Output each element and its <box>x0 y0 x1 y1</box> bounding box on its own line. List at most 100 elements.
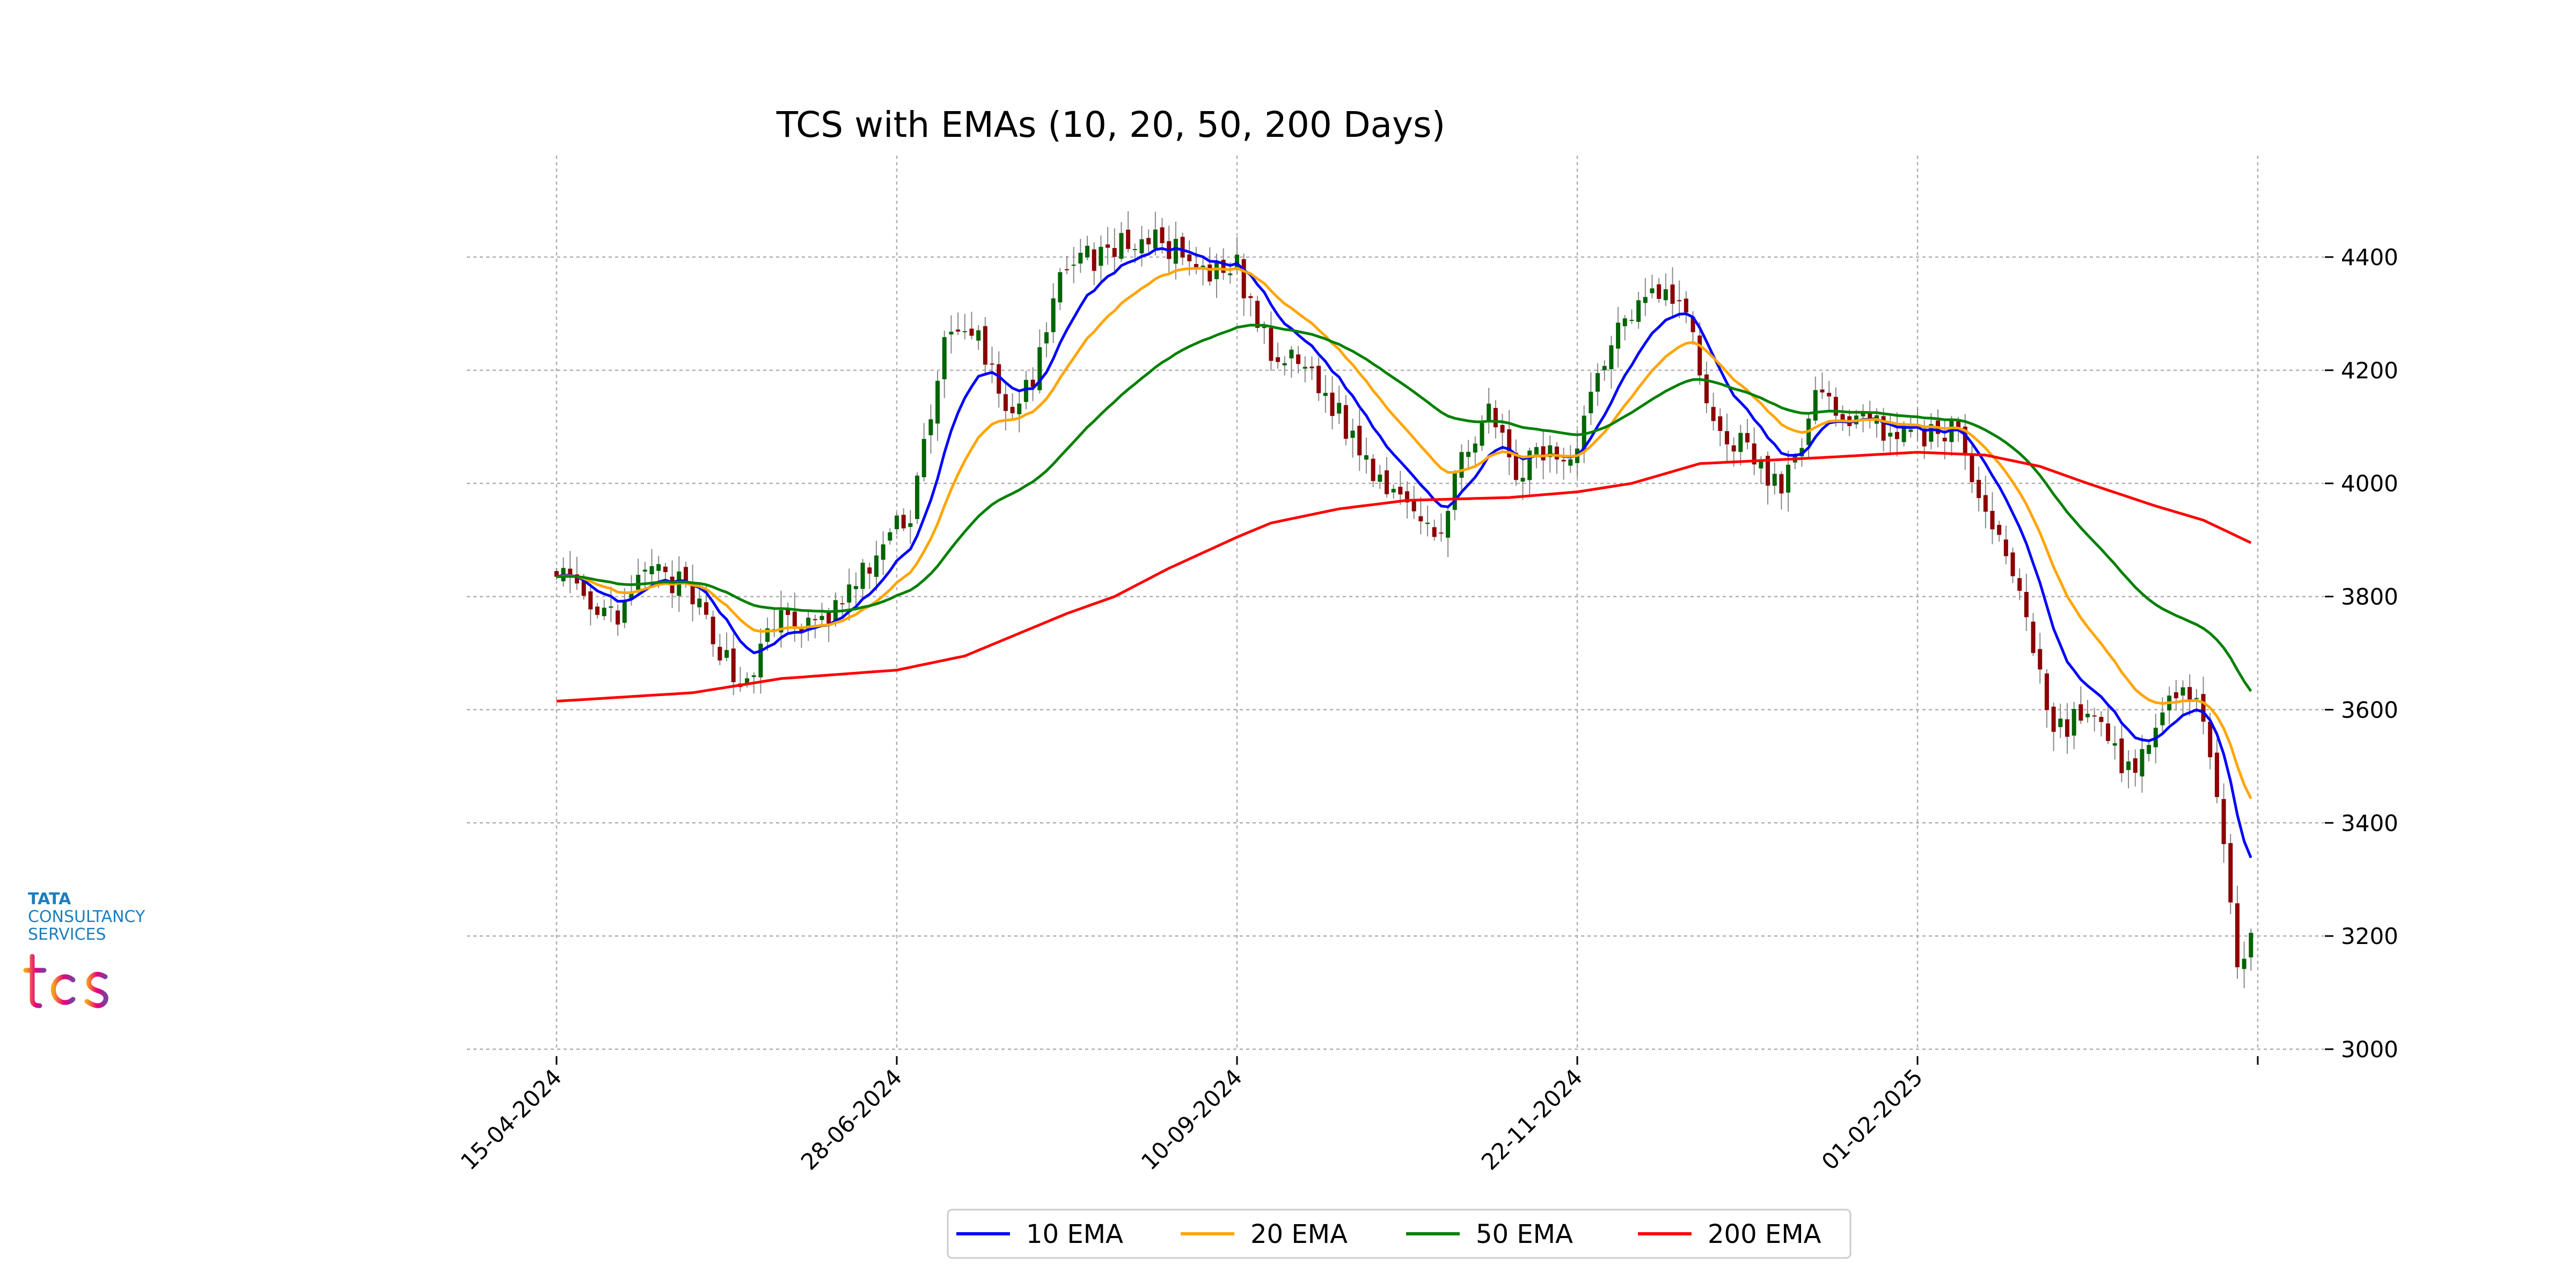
candle-down <box>2092 715 2097 717</box>
candle-down <box>1922 428 1927 447</box>
x-tick-label: 01-02-2025 <box>1817 1064 1928 1175</box>
y-tick-label: 4200 <box>2341 357 2398 384</box>
candle-up <box>1302 367 1307 369</box>
candle-up <box>1480 423 1484 446</box>
candle-down <box>1942 437 1947 442</box>
candle-up <box>724 650 729 658</box>
candle-up <box>1622 318 1627 326</box>
candle-up <box>1037 347 1042 391</box>
candle-down <box>840 603 845 605</box>
candle-up <box>1132 249 1137 251</box>
candle-up <box>656 564 661 571</box>
candlestick-series <box>554 211 2253 989</box>
ema-10-line <box>556 247 2252 859</box>
candle-up <box>1085 245 1090 258</box>
candle-up <box>1650 288 1655 294</box>
candle-up <box>1629 319 1634 321</box>
candle-down <box>663 566 668 572</box>
candle-up <box>2072 708 2076 736</box>
candle-down <box>2031 621 2036 653</box>
x-axis: 15-04-2024 28-06-2024 10-09-2024 22-11-2024… <box>456 1056 2259 1175</box>
candle-up <box>1861 411 1865 416</box>
candle-down <box>1745 433 1750 443</box>
candle-down <box>588 591 593 610</box>
candle-down <box>969 328 974 336</box>
y-tick-label: 3000 <box>2341 1036 2398 1063</box>
candle-up <box>881 544 885 560</box>
candle-down <box>2201 694 2206 722</box>
candle-down <box>956 330 961 332</box>
candle-up <box>1023 379 1028 402</box>
candle-up <box>1173 239 1178 264</box>
legend-item-200-ema: 200 EMA <box>1638 1219 1821 1249</box>
candle-up <box>1459 452 1464 478</box>
candle-up <box>976 330 981 341</box>
candle-up <box>1350 430 1355 438</box>
logo-text-tata: TATA <box>28 890 71 909</box>
candle-down <box>983 326 987 365</box>
candle-down <box>1106 244 1110 248</box>
candle-up <box>1643 297 1648 303</box>
candle-down <box>1003 394 1008 411</box>
candle-down <box>2214 752 2219 797</box>
candle-up <box>1929 424 1934 442</box>
candle-down <box>1977 480 1981 499</box>
candle-down <box>2174 692 2178 699</box>
candle-down <box>1187 254 1192 261</box>
candle-down <box>813 619 817 620</box>
candle-up <box>915 475 920 519</box>
candle-up <box>2147 745 2151 754</box>
candle-up <box>1378 474 1382 482</box>
candle-up <box>1051 298 1056 332</box>
y-tick-label: 3600 <box>2341 697 2398 723</box>
candle-down <box>1194 264 1198 268</box>
x-tick-label: 28-06-2024 <box>796 1064 907 1175</box>
candle-up <box>1534 447 1539 456</box>
candle-up <box>1548 445 1553 457</box>
candle-up <box>806 617 811 629</box>
candle-down <box>1296 354 1301 364</box>
candle-up <box>1391 488 1396 493</box>
candle-down <box>568 568 573 576</box>
candle-up <box>888 532 892 541</box>
candle-down <box>1820 389 1825 393</box>
candle-down <box>1690 317 1695 332</box>
candle-down <box>1405 491 1409 503</box>
candle-up <box>1119 233 1124 259</box>
candle-up <box>860 562 865 589</box>
candle-down <box>867 567 872 574</box>
candle-up <box>2058 719 2063 727</box>
candle-up <box>1282 363 1287 365</box>
legend-item-50-ema: 50 EMA <box>1406 1219 1573 1249</box>
candle-down <box>2208 721 2213 758</box>
candle-up <box>1289 349 1294 358</box>
candle-up <box>2160 712 2165 726</box>
candle-down <box>2187 687 2192 700</box>
candle-up <box>1323 393 1328 396</box>
ema-50-line <box>556 324 2252 692</box>
candle-down <box>1840 414 1845 421</box>
candle-down <box>1439 532 1444 534</box>
candle-up <box>1596 373 1600 392</box>
candle-up <box>1473 443 1477 453</box>
candle-down <box>1371 458 1375 481</box>
legend-label-20-ema: 20 EMA <box>1250 1219 1348 1249</box>
candle-up <box>649 566 654 575</box>
candle-up <box>1364 455 1368 460</box>
candle-down <box>1670 284 1675 304</box>
ema-20-line <box>556 267 2252 800</box>
candle-up <box>1520 478 1525 482</box>
candle-down <box>1432 527 1437 537</box>
candle-up <box>874 555 879 577</box>
candle-up <box>2249 933 2253 957</box>
legend-label-50-ema: 50 EMA <box>1476 1219 1573 1249</box>
candle-up <box>949 332 954 335</box>
candle-down <box>2228 843 2233 903</box>
candle-up <box>1425 522 1430 524</box>
ema-lines <box>556 247 2252 859</box>
candle-down <box>575 574 580 584</box>
candle-down <box>1541 446 1546 460</box>
candle-up <box>1071 265 1076 266</box>
candle-down <box>1752 443 1757 465</box>
